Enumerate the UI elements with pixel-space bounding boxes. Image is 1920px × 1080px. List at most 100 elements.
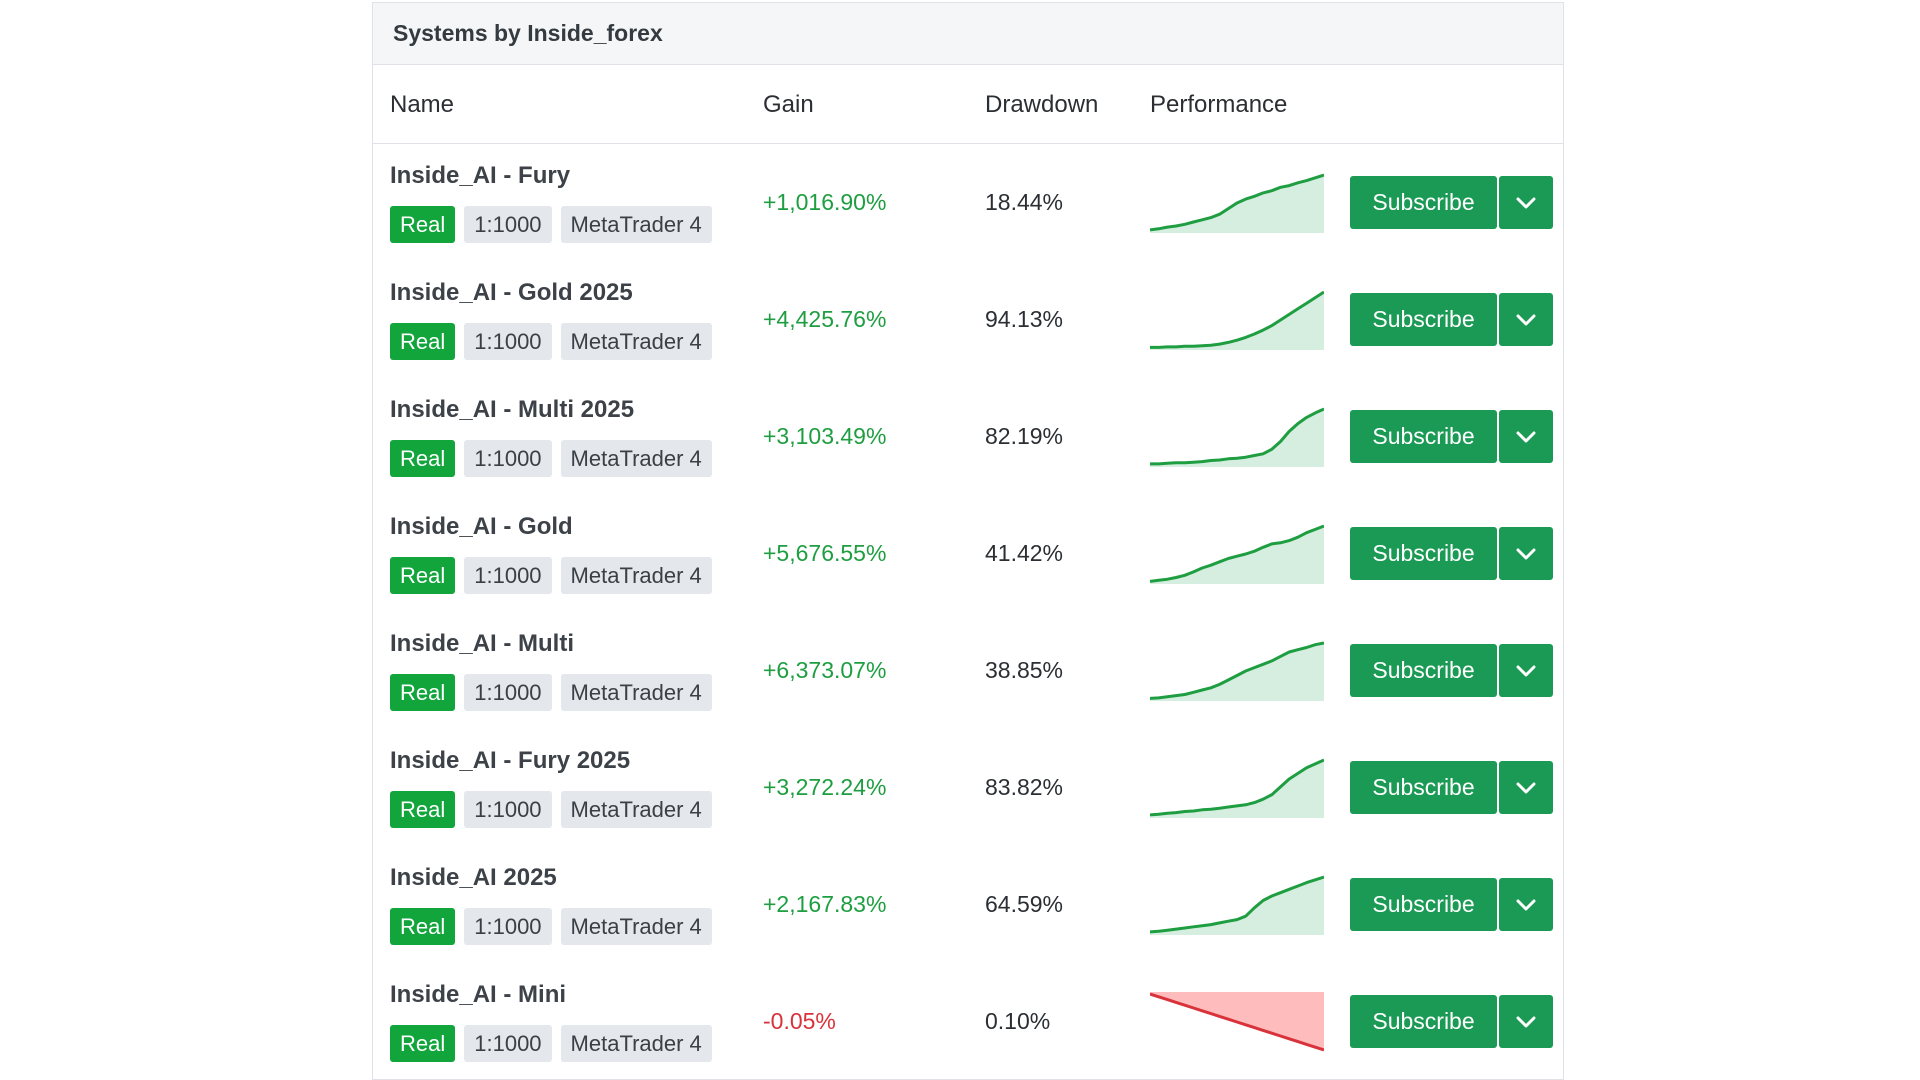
gain-value: -0.05% (763, 1008, 836, 1034)
sparkline-line (1150, 290, 1324, 349)
subscribe-button[interactable]: Subscribe (1350, 293, 1497, 346)
drawdown-value: 82.19% (985, 423, 1064, 449)
system-name-link[interactable]: Inside_AI - Fury 2025 (390, 747, 631, 774)
leverage-badge: 1:1000 (464, 206, 552, 243)
account-type-badge: Real (390, 323, 456, 360)
subscribe-options-dropdown[interactable] (1499, 995, 1553, 1048)
system-badges: Real 1:1000 MetaTrader 4 (390, 908, 712, 945)
chevron-down-icon (1516, 1016, 1536, 1027)
system-name-link[interactable]: Inside_AI - Fury (390, 162, 571, 189)
platform-badge: MetaTrader 4 (560, 908, 712, 945)
performance-sparkline (1150, 875, 1324, 935)
column-header-drawdown[interactable]: Drawdown (985, 90, 1099, 118)
subscribe-button[interactable]: Subscribe (1350, 761, 1497, 814)
chevron-down-icon (1516, 548, 1536, 559)
subscribe-button[interactable]: Subscribe (1350, 527, 1497, 580)
systems-table-body: Inside_AI - Fury Real 1:1000 MetaTrader … (373, 144, 1563, 1080)
subscribe-button[interactable]: Subscribe (1350, 995, 1497, 1048)
table-row: Inside_AI - Fury 2025 Real 1:1000 MetaTr… (373, 729, 1563, 846)
system-name-link[interactable]: Inside_AI - Gold (390, 513, 573, 540)
leverage-badge: 1:1000 (464, 791, 552, 828)
gain-value: +5,676.55% (763, 540, 887, 566)
sparkline-area (1150, 760, 1324, 818)
table-row: Inside_AI - Multi Real 1:1000 MetaTrader… (373, 612, 1563, 729)
subscribe-button[interactable]: Subscribe (1350, 176, 1497, 229)
gain-value: +4,425.76% (763, 306, 887, 332)
systems-panel: Systems by Inside_forex Name Gain Drawdo… (372, 2, 1564, 1080)
gain-value: +3,103.49% (763, 423, 887, 449)
panel-header: Systems by Inside_forex (373, 3, 1563, 65)
performance-sparkline (1150, 641, 1324, 701)
subscribe-options-dropdown[interactable] (1499, 644, 1553, 697)
leverage-badge: 1:1000 (464, 908, 552, 945)
drawdown-value: 64.59% (985, 891, 1064, 917)
column-header-gain[interactable]: Gain (763, 90, 814, 118)
subscribe-options-dropdown[interactable] (1499, 761, 1553, 814)
leverage-badge: 1:1000 (464, 323, 552, 360)
drawdown-value: 0.10% (985, 1008, 1051, 1034)
drawdown-value: 83.82% (985, 774, 1064, 800)
table-row: Inside_AI - Gold Real 1:1000 MetaTrader … (373, 495, 1563, 612)
sparkline-line (1150, 875, 1324, 934)
system-name-link[interactable]: Inside_AI - Multi 2025 (390, 396, 635, 423)
platform-badge: MetaTrader 4 (560, 674, 712, 711)
subscribe-options-dropdown[interactable] (1499, 293, 1553, 346)
table-header: Name Gain Drawdown Performance (373, 65, 1563, 144)
subscribe-button[interactable]: Subscribe (1350, 644, 1497, 697)
sparkline-area (1150, 409, 1324, 467)
table-row: Inside_AI - Gold 2025 Real 1:1000 MetaTr… (373, 261, 1563, 378)
gain-value: +2,167.83% (763, 891, 887, 917)
system-name-link[interactable]: Inside_AI - Gold 2025 (390, 279, 633, 306)
account-type-badge: Real (390, 791, 456, 828)
performance-sparkline (1150, 524, 1324, 584)
leverage-badge: 1:1000 (464, 557, 552, 594)
system-name-link[interactable]: Inside_AI - Mini (390, 981, 567, 1008)
sparkline-line (1150, 758, 1324, 817)
subscribe-button[interactable]: Subscribe (1350, 878, 1497, 931)
subscribe-options-dropdown[interactable] (1499, 527, 1553, 580)
system-badges: Real 1:1000 MetaTrader 4 (390, 206, 712, 243)
table-row: Inside_AI - Mini Real 1:1000 MetaTrader … (373, 963, 1563, 1080)
subscribe-options-dropdown[interactable] (1499, 410, 1553, 463)
platform-badge: MetaTrader 4 (560, 791, 712, 828)
system-name-link[interactable]: Inside_AI 2025 (390, 864, 557, 891)
platform-badge: MetaTrader 4 (560, 206, 712, 243)
system-badges: Real 1:1000 MetaTrader 4 (390, 323, 712, 360)
platform-badge: MetaTrader 4 (560, 440, 712, 477)
drawdown-value: 94.13% (985, 306, 1064, 332)
leverage-badge: 1:1000 (464, 440, 552, 477)
subscribe-button[interactable]: Subscribe (1350, 410, 1497, 463)
gain-value: +1,016.90% (763, 189, 887, 215)
drawdown-value: 18.44% (985, 189, 1064, 215)
gain-value: +3,272.24% (763, 774, 887, 800)
table-row: Inside_AI - Multi 2025 Real 1:1000 MetaT… (373, 378, 1563, 495)
system-badges: Real 1:1000 MetaTrader 4 (390, 440, 712, 477)
column-header-name[interactable]: Name (390, 90, 455, 118)
subscribe-options-dropdown[interactable] (1499, 878, 1553, 931)
subscribe-options-dropdown[interactable] (1499, 176, 1553, 229)
platform-badge: MetaTrader 4 (560, 1025, 712, 1062)
system-name-link[interactable]: Inside_AI - Multi (390, 630, 575, 657)
account-type-badge: Real (390, 440, 456, 477)
chevron-down-icon (1516, 314, 1536, 325)
sparkline-area (1150, 877, 1324, 935)
chevron-down-icon (1516, 782, 1536, 793)
platform-badge: MetaTrader 4 (560, 323, 712, 360)
performance-sparkline (1150, 407, 1324, 467)
platform-badge: MetaTrader 4 (560, 557, 712, 594)
system-badges: Real 1:1000 MetaTrader 4 (390, 557, 712, 594)
performance-sparkline (1150, 173, 1324, 233)
performance-sparkline (1150, 758, 1324, 818)
system-badges: Real 1:1000 MetaTrader 4 (390, 1025, 712, 1062)
chevron-down-icon (1516, 899, 1536, 910)
sparkline-line (1150, 524, 1324, 583)
account-type-badge: Real (390, 557, 456, 594)
chevron-down-icon (1516, 197, 1536, 208)
table-row: Inside_AI 2025 Real 1:1000 MetaTrader 4 … (373, 846, 1563, 963)
performance-sparkline (1150, 290, 1324, 350)
sparkline-area (1150, 292, 1324, 350)
sparkline-line (1150, 641, 1324, 700)
chevron-down-icon (1516, 665, 1536, 676)
performance-sparkline (1150, 992, 1324, 1052)
chevron-down-icon (1516, 431, 1536, 442)
